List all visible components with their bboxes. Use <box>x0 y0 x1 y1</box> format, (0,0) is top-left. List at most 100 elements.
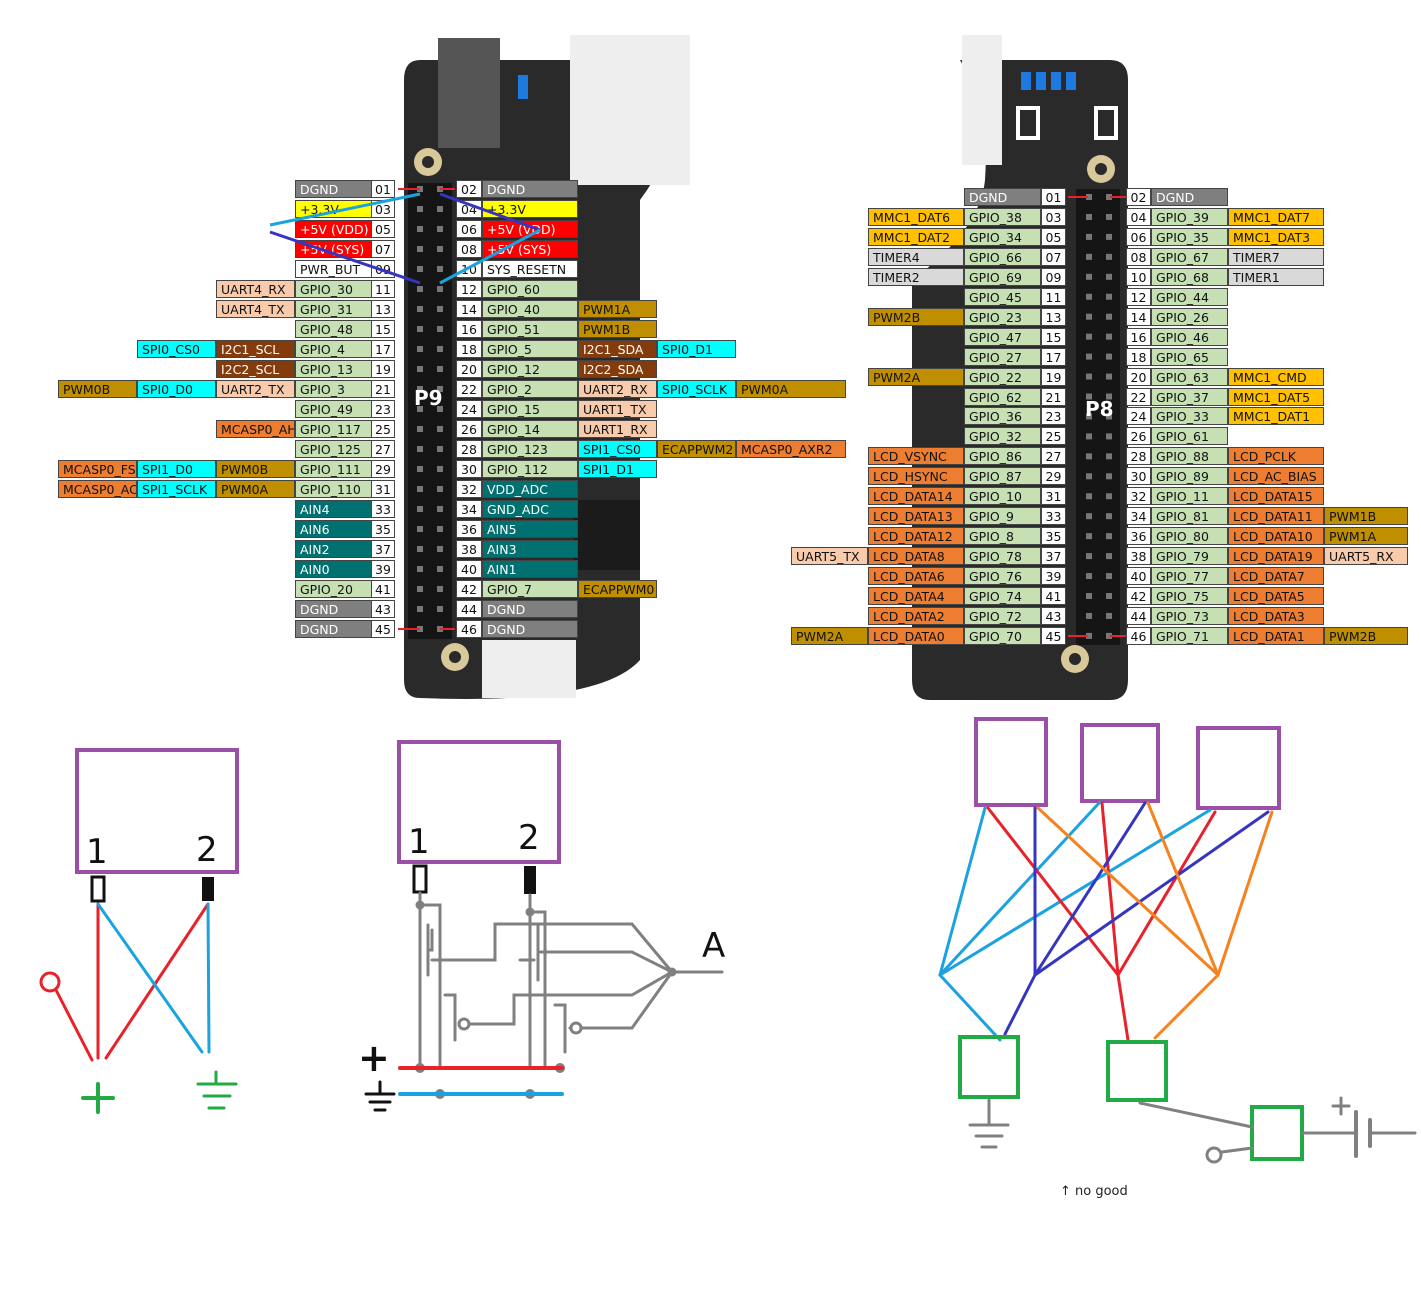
p9-pin-45-func-0: DGND <box>295 620 391 638</box>
p8-pin-27-func-1: LCD_VSYNC <box>868 447 964 466</box>
p8-pin-25-func-0: GPIO_32 <box>964 427 1041 446</box>
p9-header-hole-6-0 <box>417 306 423 312</box>
p9-header-hole-13-0 <box>417 446 423 452</box>
p8-header-hole-11-1 <box>1106 413 1112 420</box>
p9-pin-number-12: 12 <box>456 280 482 298</box>
p9-pin-19-func-0: GPIO_13 <box>295 360 391 378</box>
p9-header-hole-21-1 <box>437 606 443 612</box>
p8-pin-number-11: 11 <box>1041 287 1066 306</box>
sketch3-component-box-2 <box>1080 723 1160 803</box>
p9-pin-32-func-0: VDD_ADC <box>482 480 578 498</box>
no-good-note: ↑ no good <box>1060 1184 1128 1199</box>
p8-pin-43-func-1: LCD_DATA2 <box>868 606 964 625</box>
p9-pin-31-func-2: SPI1_SCLK <box>137 480 216 498</box>
p8-pin-number-06: 06 <box>1126 227 1151 246</box>
sketch-crossed-wiring <box>39 748 239 1114</box>
p9-pin-17-func-0: GPIO_4 <box>295 340 391 358</box>
p9-pin-21-func-1: UART2_TX <box>216 380 295 398</box>
p8-header-hole-7-0 <box>1086 333 1092 340</box>
p9-pin-18-func-0: GPIO_5 <box>482 340 578 358</box>
p9-pin-number-02: 02 <box>456 180 482 198</box>
p9-header-hole-10-1 <box>437 386 443 392</box>
p9-pin-21-func-3: PWM0B <box>58 380 137 398</box>
sketch2-pin1-pad <box>412 864 428 894</box>
p9-card-edge <box>570 35 690 185</box>
p8-pin-number-17: 17 <box>1041 347 1066 366</box>
p8-pin-46-func-2: PWM2B <box>1324 626 1408 645</box>
p9-pin-26-func-1: UART1_RX <box>578 420 657 438</box>
p8-pin-38-func-2: UART5_RX <box>1324 547 1408 566</box>
p9-header-hole-8-1 <box>437 346 443 352</box>
p8-pin-06-func-0: GPIO_35 <box>1151 227 1228 246</box>
p8-header-hole-12-1 <box>1106 433 1112 440</box>
p8-pin-34-func-0: GPIO_81 <box>1151 507 1228 526</box>
p9-pin-34-func-0: GND_ADC <box>482 500 578 518</box>
p8-header-hole-5-1 <box>1106 293 1112 300</box>
p8-pin-number-46: 46 <box>1126 626 1151 645</box>
p9-pin-number-07: 07 <box>371 240 395 258</box>
p8-pin-08-func-1: TIMER7 <box>1228 247 1324 266</box>
p9-pin-number-05: 05 <box>371 220 395 238</box>
p9-pin-27-func-0: GPIO_125 <box>295 440 391 458</box>
p8-pin-number-12: 12 <box>1126 287 1151 306</box>
p8-pin-24-func-0: GPIO_33 <box>1151 407 1228 426</box>
p9-pin-number-44: 44 <box>456 600 482 618</box>
p9-pin-number-15: 15 <box>371 320 395 338</box>
p8-pin-27-func-0: GPIO_86 <box>964 447 1041 466</box>
p8-pin-36-func-1: LCD_DATA10 <box>1228 527 1324 546</box>
p8-header-hole-11-0 <box>1086 413 1092 420</box>
p9-header-hole-16-0 <box>417 506 423 512</box>
p9-pin-number-39: 39 <box>371 560 395 578</box>
p8-pin-number-22: 22 <box>1126 387 1151 406</box>
p8-pin-46-func-0: GPIO_71 <box>1151 626 1228 645</box>
p9-header-hole-6-1 <box>437 306 443 312</box>
p8-header-hole-0-0 <box>1086 194 1092 200</box>
p9-pin-16-func-0: GPIO_51 <box>482 320 578 338</box>
p8-pin-11-func-0: GPIO_45 <box>964 287 1041 306</box>
p9-pin-number-09: 09 <box>371 260 395 278</box>
p8-pin-02-func-0: DGND <box>1151 188 1228 206</box>
p9-pin-22-func-1: UART2_RX <box>578 380 657 398</box>
p9-pin-number-32: 32 <box>456 480 482 498</box>
p9-header-hole-19-1 <box>437 566 443 572</box>
p9-header-hole-15-0 <box>417 486 423 492</box>
p9-pin-37-func-0: AIN2 <box>295 540 391 558</box>
p8-pin-05-func-0: GPIO_34 <box>964 227 1041 246</box>
p8-pin-number-25: 25 <box>1041 427 1066 446</box>
p8-pin-44-func-0: GPIO_73 <box>1151 606 1228 625</box>
p8-header-hole-20-0 <box>1086 593 1092 599</box>
p9-header-hole-17-0 <box>417 526 423 532</box>
p8-button-right <box>1094 106 1118 140</box>
p9-pin-number-28: 28 <box>456 440 482 458</box>
p9-pin-31-func-1: PWM0A <box>216 480 295 498</box>
p8-pin-19-func-1: PWM2A <box>868 367 964 386</box>
p8-pin-04-func-1: MMC1_DAT7 <box>1228 207 1324 226</box>
p8-pin-number-23: 23 <box>1041 407 1066 426</box>
p8-pin-number-20: 20 <box>1126 367 1151 386</box>
p8-pin-number-24: 24 <box>1126 407 1151 426</box>
p9-header-hole-13-1 <box>437 446 443 452</box>
p9-pin-number-11: 11 <box>371 280 395 298</box>
p9-pin-number-10: 10 <box>456 260 482 278</box>
p9-pin-02-func-0: DGND <box>482 180 578 198</box>
p9-pin-number-21: 21 <box>371 380 395 398</box>
p8-pin-16-func-0: GPIO_46 <box>1151 327 1228 346</box>
p9-pin-10-func-0: SYS_RESETN <box>482 260 578 278</box>
p8-pin-45-func-0: GPIO_70 <box>964 626 1041 645</box>
p8-pin-46-func-1: LCD_DATA1 <box>1228 626 1324 645</box>
p8-header-hole-16-0 <box>1086 513 1092 520</box>
p9-pin-number-19: 19 <box>371 360 395 378</box>
p8-pin-38-func-1: LCD_DATA19 <box>1228 547 1324 566</box>
p8-pin-number-39: 39 <box>1041 567 1066 586</box>
p8-pin-31-func-1: LCD_DATA14 <box>868 487 964 506</box>
p8-pin-number-08: 08 <box>1126 247 1151 266</box>
p8-pin-06-func-1: MMC1_DAT3 <box>1228 227 1324 246</box>
p9-header-hole-11-1 <box>437 406 443 412</box>
p9-pin-42-func-1: ECAPPWM0 <box>578 580 657 598</box>
p9-pin-20-func-1: I2C2_SDA <box>578 360 657 378</box>
p9-pin-22-func-0: GPIO_2 <box>482 380 578 398</box>
p9-header-hole-3-1 <box>437 246 443 252</box>
p8-pin-number-45: 45 <box>1041 626 1066 645</box>
sketch2-component-box <box>397 740 561 864</box>
p8-header-hole-9-1 <box>1106 373 1112 380</box>
